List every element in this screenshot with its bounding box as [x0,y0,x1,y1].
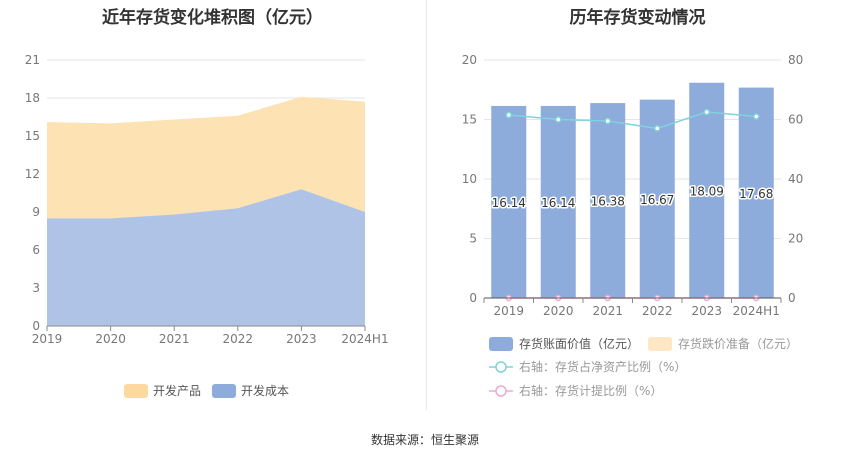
legend-swatch [212,384,236,398]
x-tick-label: 2024H1 [341,332,388,346]
y-tick-label: 12 [25,167,40,181]
bar-value-label: 16.14 [541,196,575,210]
y-tick-label: 15 [25,129,40,143]
data-source: 数据来源：恒生聚源 [370,433,479,447]
bar-label-halo: 16.67 [640,193,674,207]
legend-label: 开发产品 [153,383,201,398]
legend-label: 开发成本 [241,383,289,398]
bar-value-label: 17.68 [739,187,773,201]
x-tick-label: 2021 [159,332,190,346]
legend-label: 右轴：存货占净资产比例（%） [519,359,686,374]
line-point [703,108,710,116]
legend-marker [495,385,507,397]
line-point [604,117,611,125]
bar-value-label: 16.38 [591,195,625,209]
legend-label: 存货跌价准备（亿元） [678,336,798,351]
bar-label-halo: 18.09 [690,184,724,198]
bar-2023 [689,82,725,298]
x-tick-label: 2022 [642,304,673,318]
line-point [555,116,562,123]
bar-2022 [639,99,675,298]
y-tick-label: 0 [32,319,40,333]
y2-tick-label: 60 [788,113,803,127]
y-tick-label: 3 [32,281,40,295]
y-tick-label: 5 [469,232,477,246]
area-开发产品 [47,96,365,219]
bar-2021 [590,103,626,298]
legend-swatch [124,384,148,398]
legend-label: 右轴：存货计提比例（%） [519,383,662,398]
line-右轴：存货占净资产比例（%） [508,111,757,130]
x-tick-label: 2019 [493,304,524,318]
x-tick-label: 2020 [543,304,574,318]
area-开发成本 [47,189,365,326]
legend-marker [495,361,507,373]
bar-2019 [491,105,527,299]
y2-tick-label: 40 [788,172,803,186]
y-tick-label: 20 [462,53,477,67]
bar-label-halo: 16.14 [492,196,526,210]
x-tick-label: 2020 [95,332,126,346]
line-point [654,125,661,132]
y2-tick-label: 20 [788,232,803,246]
bar-2024H1 [738,87,774,298]
x-tick-label: 2023 [286,332,317,346]
y-tick-label: 6 [32,243,40,257]
legend-swatch [489,337,513,351]
bar-label-halo: 16.38 [591,195,625,209]
bar-2020 [540,105,576,299]
left-chart-title: 近年存货变化堆积图（亿元） [102,8,323,28]
y-tick-label: 10 [462,172,477,186]
y-tick-label: 9 [32,205,40,219]
bar-value-label: 16.14 [492,196,526,210]
right-chart-title: 历年存货变动情况 [569,8,706,28]
x-tick-label: 2022 [223,332,254,346]
y-tick-label: 21 [25,53,40,67]
y-tick-label: 0 [469,291,477,305]
x-tick-label: 2021 [592,304,623,318]
y-tick-label: 18 [25,91,40,105]
y2-tick-label: 0 [788,291,796,305]
x-tick-label: 2024H1 [733,304,780,318]
y2-tick-label: 80 [788,53,803,67]
x-tick-label: 2023 [691,304,722,318]
line-point [505,111,512,119]
y-tick-label: 15 [462,113,477,127]
x-tick-label: 2019 [32,332,63,346]
panel-divider [426,0,427,410]
left-stacked-area-chart: 0 3 6 9 12 15 18 21 2019 2020 2021 2022 2023 2024H1 开发… [25,53,389,398]
legend-swatch [648,337,672,351]
legend-label: 存货账面价值（亿元） [519,336,639,351]
bar-value-label: 18.09 [690,184,724,198]
bar-label-halo: 17.68 [739,187,773,201]
bar-value-label: 16.67 [640,193,674,207]
line-point [753,113,760,120]
bar-label-halo: 16.14 [541,196,575,210]
